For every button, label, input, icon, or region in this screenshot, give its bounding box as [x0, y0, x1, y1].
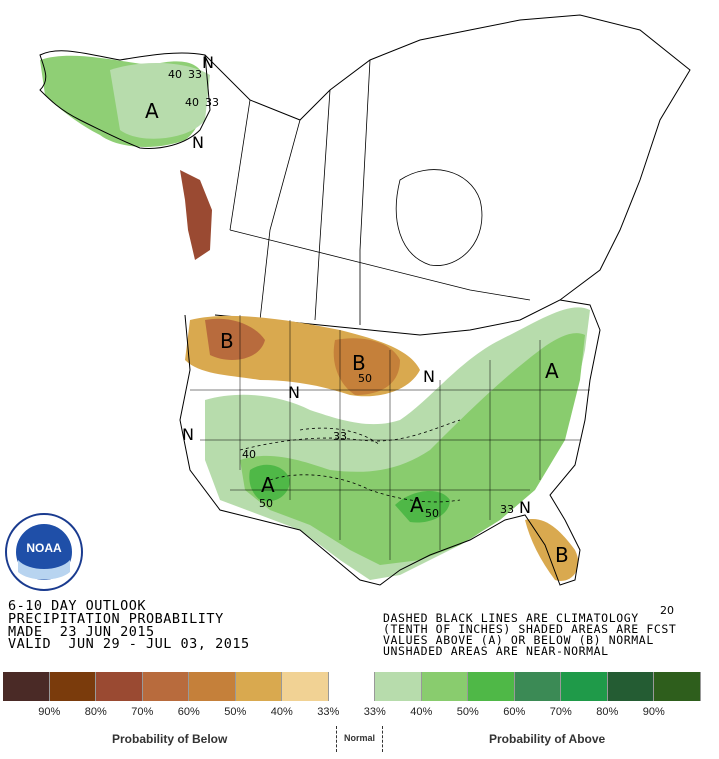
alaska-33b-label: 33 [205, 96, 219, 109]
canada-provinces [229, 59, 531, 325]
outlook-made: MADE 23 JUN 2015 [8, 623, 155, 640]
fl-b-label: B [555, 543, 569, 567]
note-line-1: DASHED BLACK LINES ARE CLIMATOLOGY [383, 611, 639, 625]
mid-n-label: N [288, 383, 300, 402]
note-line-3: VALUES ABOVE (A) OR BELOW (B) NORMAL [383, 633, 654, 647]
legend-swatch [654, 672, 701, 701]
legend-label: 60% [177, 706, 200, 718]
note-line-4: UNSHADED AREAS ARE NEAR-NORMAL [383, 644, 609, 658]
south-above-50 [395, 490, 450, 523]
legend-label: 90% [38, 706, 61, 718]
plains-50-label: 50 [358, 372, 372, 385]
alaska-a-label: A [145, 99, 159, 123]
above-caption: Probability of Above [489, 732, 606, 746]
outlook-valid: VALID JUN 29 - JUL 03, 2015 [8, 636, 250, 653]
alaska-outline [39, 50, 211, 149]
below-caption: Probability of Below [112, 732, 228, 746]
us-outline [179, 299, 601, 586]
legend-label-spacer [3, 706, 26, 718]
se-33-label: 33 [500, 503, 514, 516]
florida-below-40 [525, 519, 579, 581]
center-33-label: 33 [333, 430, 347, 443]
south-50-label: 50 [425, 507, 439, 520]
legend-swatches [3, 672, 701, 701]
northwest-below-60 [205, 318, 265, 360]
legend-label: 40% [410, 706, 433, 718]
legend-label: 60% [503, 706, 526, 718]
south-a-label: A [410, 493, 424, 517]
alaska-33a-label: 33 [188, 68, 202, 81]
note-line-2: (TENTH OF INCHES) SHADED AREAS ARE FCST [383, 622, 677, 636]
sw-above-50 [249, 464, 290, 502]
legend-swatch [3, 672, 50, 701]
outlook-map: A 40 33 40 33 N N B B 50 N N N A 40 50 3… [39, 14, 691, 617]
legend-label: 80% [84, 706, 107, 718]
legend-swatch [282, 672, 329, 701]
legend-label: 50% [456, 706, 479, 718]
legend-swatch [328, 672, 375, 701]
normal-separator-right [382, 726, 384, 752]
legend-swatch [561, 672, 608, 701]
us-above-40 [240, 333, 585, 565]
outlook-title: 6-10 DAY OUTLOOK [8, 598, 147, 614]
climatology-lines [239, 419, 461, 503]
normal-separator [336, 726, 338, 752]
legend-labels: 90% 80% 70% 60% 50% 40% 33% 33% 40% 50% 60% 70% 80% 9… [3, 706, 677, 718]
legend-swatch [189, 672, 236, 701]
legend-swatch [235, 672, 282, 701]
outlook-info: 6-10 DAY OUTLOOK PRECIPITATION PROBABILI… [8, 598, 250, 653]
legend-swatch [468, 672, 515, 701]
legend-swatch [375, 672, 422, 701]
sw-50-label: 50 [259, 497, 273, 510]
noaa-logo: NOAA [4, 512, 84, 592]
legend-label: 90% [642, 706, 665, 718]
legend-swatch [421, 672, 468, 701]
bc-coast-below [180, 170, 212, 260]
ne-n-label: N [423, 367, 435, 386]
map-notes: DASHED BLACK LINES ARE CLIMATOLOGY (TENT… [383, 611, 677, 658]
se-n-label: N [519, 498, 531, 517]
plains-b-label: B [352, 351, 366, 375]
alaska-40-label: 40 [168, 68, 182, 81]
fl-20-label: 20 [660, 604, 674, 617]
alaska-n2-label: N [192, 133, 204, 152]
legend-swatch [96, 672, 143, 701]
legend-label: 70% [131, 706, 154, 718]
east-a-label: A [545, 359, 559, 383]
outlook-type: PRECIPITATION PROBABILITY [8, 610, 224, 627]
noaa-emblem-icon: NOAA [5, 513, 83, 591]
legend-swatch [607, 672, 654, 701]
alaska-n1-label: N [202, 53, 214, 72]
legend-label: 33% [317, 706, 340, 718]
legend-label: 50% [224, 706, 247, 718]
legend-label: 80% [596, 706, 619, 718]
canada-outline [204, 14, 691, 336]
sw-a-label: A [261, 473, 275, 497]
svg-text:NOAA: NOAA [26, 541, 62, 555]
legend-swatch [142, 672, 189, 701]
legend-label: 33% [363, 706, 386, 718]
legend-label: 40% [270, 706, 293, 718]
alaska-above-33 [110, 63, 210, 139]
nw-b-label: B [220, 329, 234, 353]
normal-caption: Normal [344, 733, 376, 743]
alaska-40b-label: 40 [185, 96, 199, 109]
plains-below-50 [333, 338, 400, 395]
legend-swatch [49, 672, 96, 701]
west-n-label: N [182, 425, 194, 444]
legend-swatch [514, 672, 561, 701]
hudson-bay [395, 169, 483, 266]
legend-label: 70% [549, 706, 572, 718]
sw-40-label: 40 [242, 448, 256, 461]
